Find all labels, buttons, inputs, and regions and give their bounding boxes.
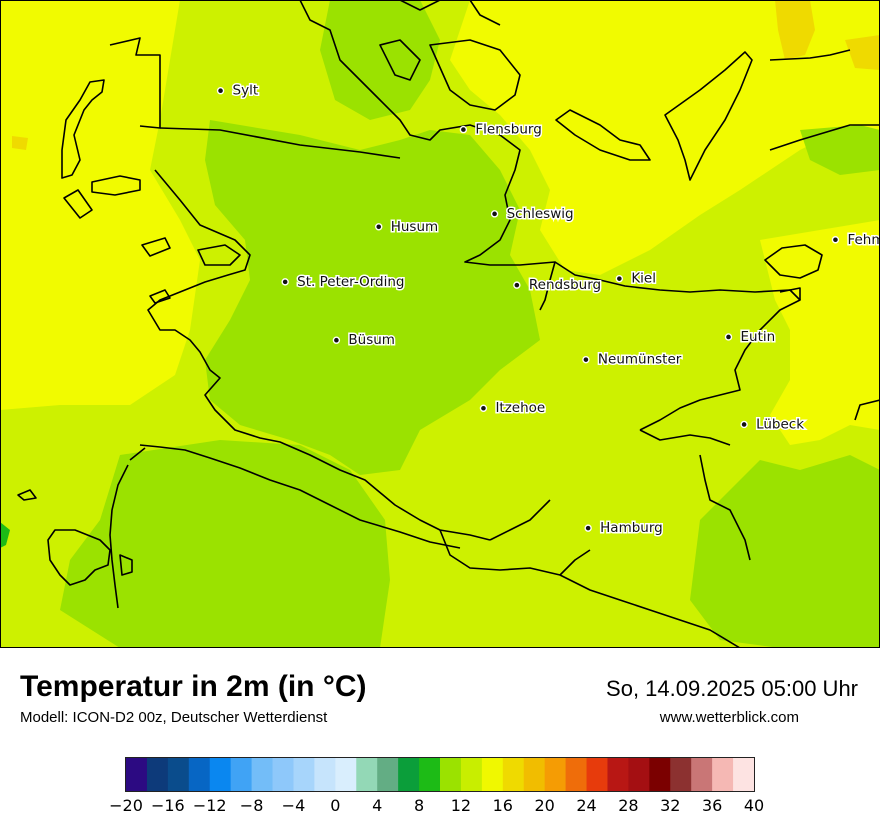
city-label: Flensburg bbox=[475, 122, 541, 138]
legend-swatch bbox=[230, 758, 253, 791]
city-label: Eutin bbox=[741, 329, 776, 345]
city-dot bbox=[582, 355, 590, 364]
legend-tick-label: 16 bbox=[493, 796, 513, 815]
legend-tick-label: 12 bbox=[451, 796, 471, 815]
city-label: Husum bbox=[391, 219, 438, 235]
legend-tick-label: 24 bbox=[576, 796, 596, 815]
legend-swatch bbox=[335, 758, 357, 791]
legend-swatch bbox=[523, 758, 546, 791]
city-label: Hamburg bbox=[600, 520, 663, 536]
legend-tick-label: −16 bbox=[151, 796, 185, 815]
temperature-band-cool-southwest bbox=[60, 440, 390, 648]
city-label: Rendsburg bbox=[529, 277, 601, 293]
legend-swatch bbox=[293, 758, 315, 791]
city-dot bbox=[740, 420, 748, 429]
legend-swatch bbox=[126, 758, 148, 791]
legend-swatch bbox=[314, 758, 336, 791]
legend-swatch bbox=[188, 758, 211, 791]
city-dot bbox=[584, 524, 592, 532]
legend-swatch bbox=[481, 758, 504, 791]
coastlines bbox=[17, 0, 880, 648]
city-dot bbox=[281, 278, 289, 286]
legend-swatch bbox=[586, 758, 608, 791]
temperature-patch-18-west bbox=[12, 136, 28, 150]
color-scale-legend: −20 −16 −12 −8 −4 0 4 8 12 16 20 24 28 32 36 40 bbox=[109, 757, 764, 815]
legend-tick-label: −4 bbox=[282, 796, 306, 815]
legend-swatch bbox=[251, 758, 274, 791]
city-markers: Sylt Flensburg Schleswig Husum St. Peter-Ord… bbox=[216, 81, 880, 538]
city-label: Kiel bbox=[631, 271, 656, 287]
legend-swatch bbox=[670, 758, 692, 791]
legend-tick-label: 40 bbox=[744, 796, 764, 815]
legend-tick-label: 28 bbox=[618, 796, 638, 815]
temperature-band-cool-east-coast bbox=[800, 125, 880, 175]
city-dot bbox=[831, 236, 840, 244]
legend-swatch bbox=[607, 758, 629, 791]
temperature-map: Sylt Flensburg Schleswig Husum St. Peter-Ord… bbox=[0, 0, 880, 648]
temperature-band-cool-inland bbox=[205, 120, 540, 475]
city-label: Schleswig bbox=[507, 206, 574, 222]
temperature-patch-10-southwest bbox=[0, 522, 10, 548]
legend-swatch bbox=[440, 758, 462, 791]
city-label: Neumünster bbox=[598, 352, 682, 368]
legend-swatch bbox=[502, 758, 525, 791]
legend-swatch bbox=[628, 758, 650, 791]
legend-tick-label: 32 bbox=[660, 796, 680, 815]
legend-swatch bbox=[460, 758, 483, 791]
legend-swatch bbox=[356, 758, 378, 791]
model-info: Modell: ICON-D2 00z, Deutscher Wetterdie… bbox=[20, 709, 328, 726]
legend-tick-label: 0 bbox=[330, 796, 340, 815]
legend-swatch bbox=[712, 758, 734, 791]
city-dot bbox=[479, 404, 488, 412]
legend-tick-label: −20 bbox=[109, 796, 143, 815]
city-label: Fehmarn bbox=[847, 232, 880, 248]
city-label: Sylt bbox=[233, 83, 259, 99]
city-dot bbox=[615, 274, 624, 283]
legend-swatch bbox=[146, 758, 169, 791]
temperature-band-warm-north bbox=[450, 0, 880, 275]
legend-swatch bbox=[398, 758, 420, 791]
legend-ticks: −20 −16 −12 −8 −4 0 4 8 12 16 20 24 28 32 36 40 bbox=[109, 796, 764, 815]
city-dot bbox=[375, 223, 383, 231]
city-dot bbox=[490, 210, 499, 218]
legend-swatch bbox=[649, 758, 671, 791]
city-dot bbox=[332, 336, 341, 344]
legend-swatch bbox=[544, 758, 567, 791]
legend-swatch bbox=[209, 758, 232, 791]
legend-tick-label: 36 bbox=[702, 796, 722, 815]
city-label: Itzehoe bbox=[495, 400, 545, 416]
legend-frame bbox=[125, 757, 755, 792]
temperature-patch-18-east bbox=[845, 35, 880, 70]
legend-swatch bbox=[733, 758, 755, 791]
city-dot bbox=[513, 281, 521, 289]
city-dot bbox=[216, 87, 225, 95]
legend-swatch bbox=[167, 758, 190, 791]
legend-tick-label: 20 bbox=[534, 796, 554, 815]
temperature-patch-18-northeast bbox=[775, 0, 815, 60]
legend-tick-label: 8 bbox=[414, 796, 424, 815]
city-label: Büsum bbox=[348, 332, 395, 348]
city-dot bbox=[459, 125, 468, 134]
city-label: St. Peter-Ording bbox=[297, 274, 404, 290]
temperature-band-cool-southeast bbox=[690, 455, 880, 648]
legend-swatch bbox=[377, 758, 399, 791]
legend-tick-label: −8 bbox=[240, 796, 264, 815]
forecast-datetime: So, 14.09.2025 05:00 Uhr bbox=[606, 676, 858, 701]
legend-swatch bbox=[691, 758, 713, 791]
city-dot bbox=[724, 333, 733, 341]
legend-swatch bbox=[565, 758, 588, 791]
legend-swatches bbox=[126, 758, 755, 791]
legend-swatch bbox=[272, 758, 294, 791]
city-label: Lübeck bbox=[756, 416, 804, 432]
map-title: Temperatur in 2m (in °C) bbox=[20, 670, 367, 703]
website-link[interactable]: www.wetterblick.com bbox=[659, 709, 799, 726]
legend-swatch bbox=[419, 758, 441, 791]
legend-tick-label: −12 bbox=[193, 796, 227, 815]
legend-tick-label: 4 bbox=[372, 796, 382, 815]
temperature-band-cool-north bbox=[320, 0, 440, 120]
